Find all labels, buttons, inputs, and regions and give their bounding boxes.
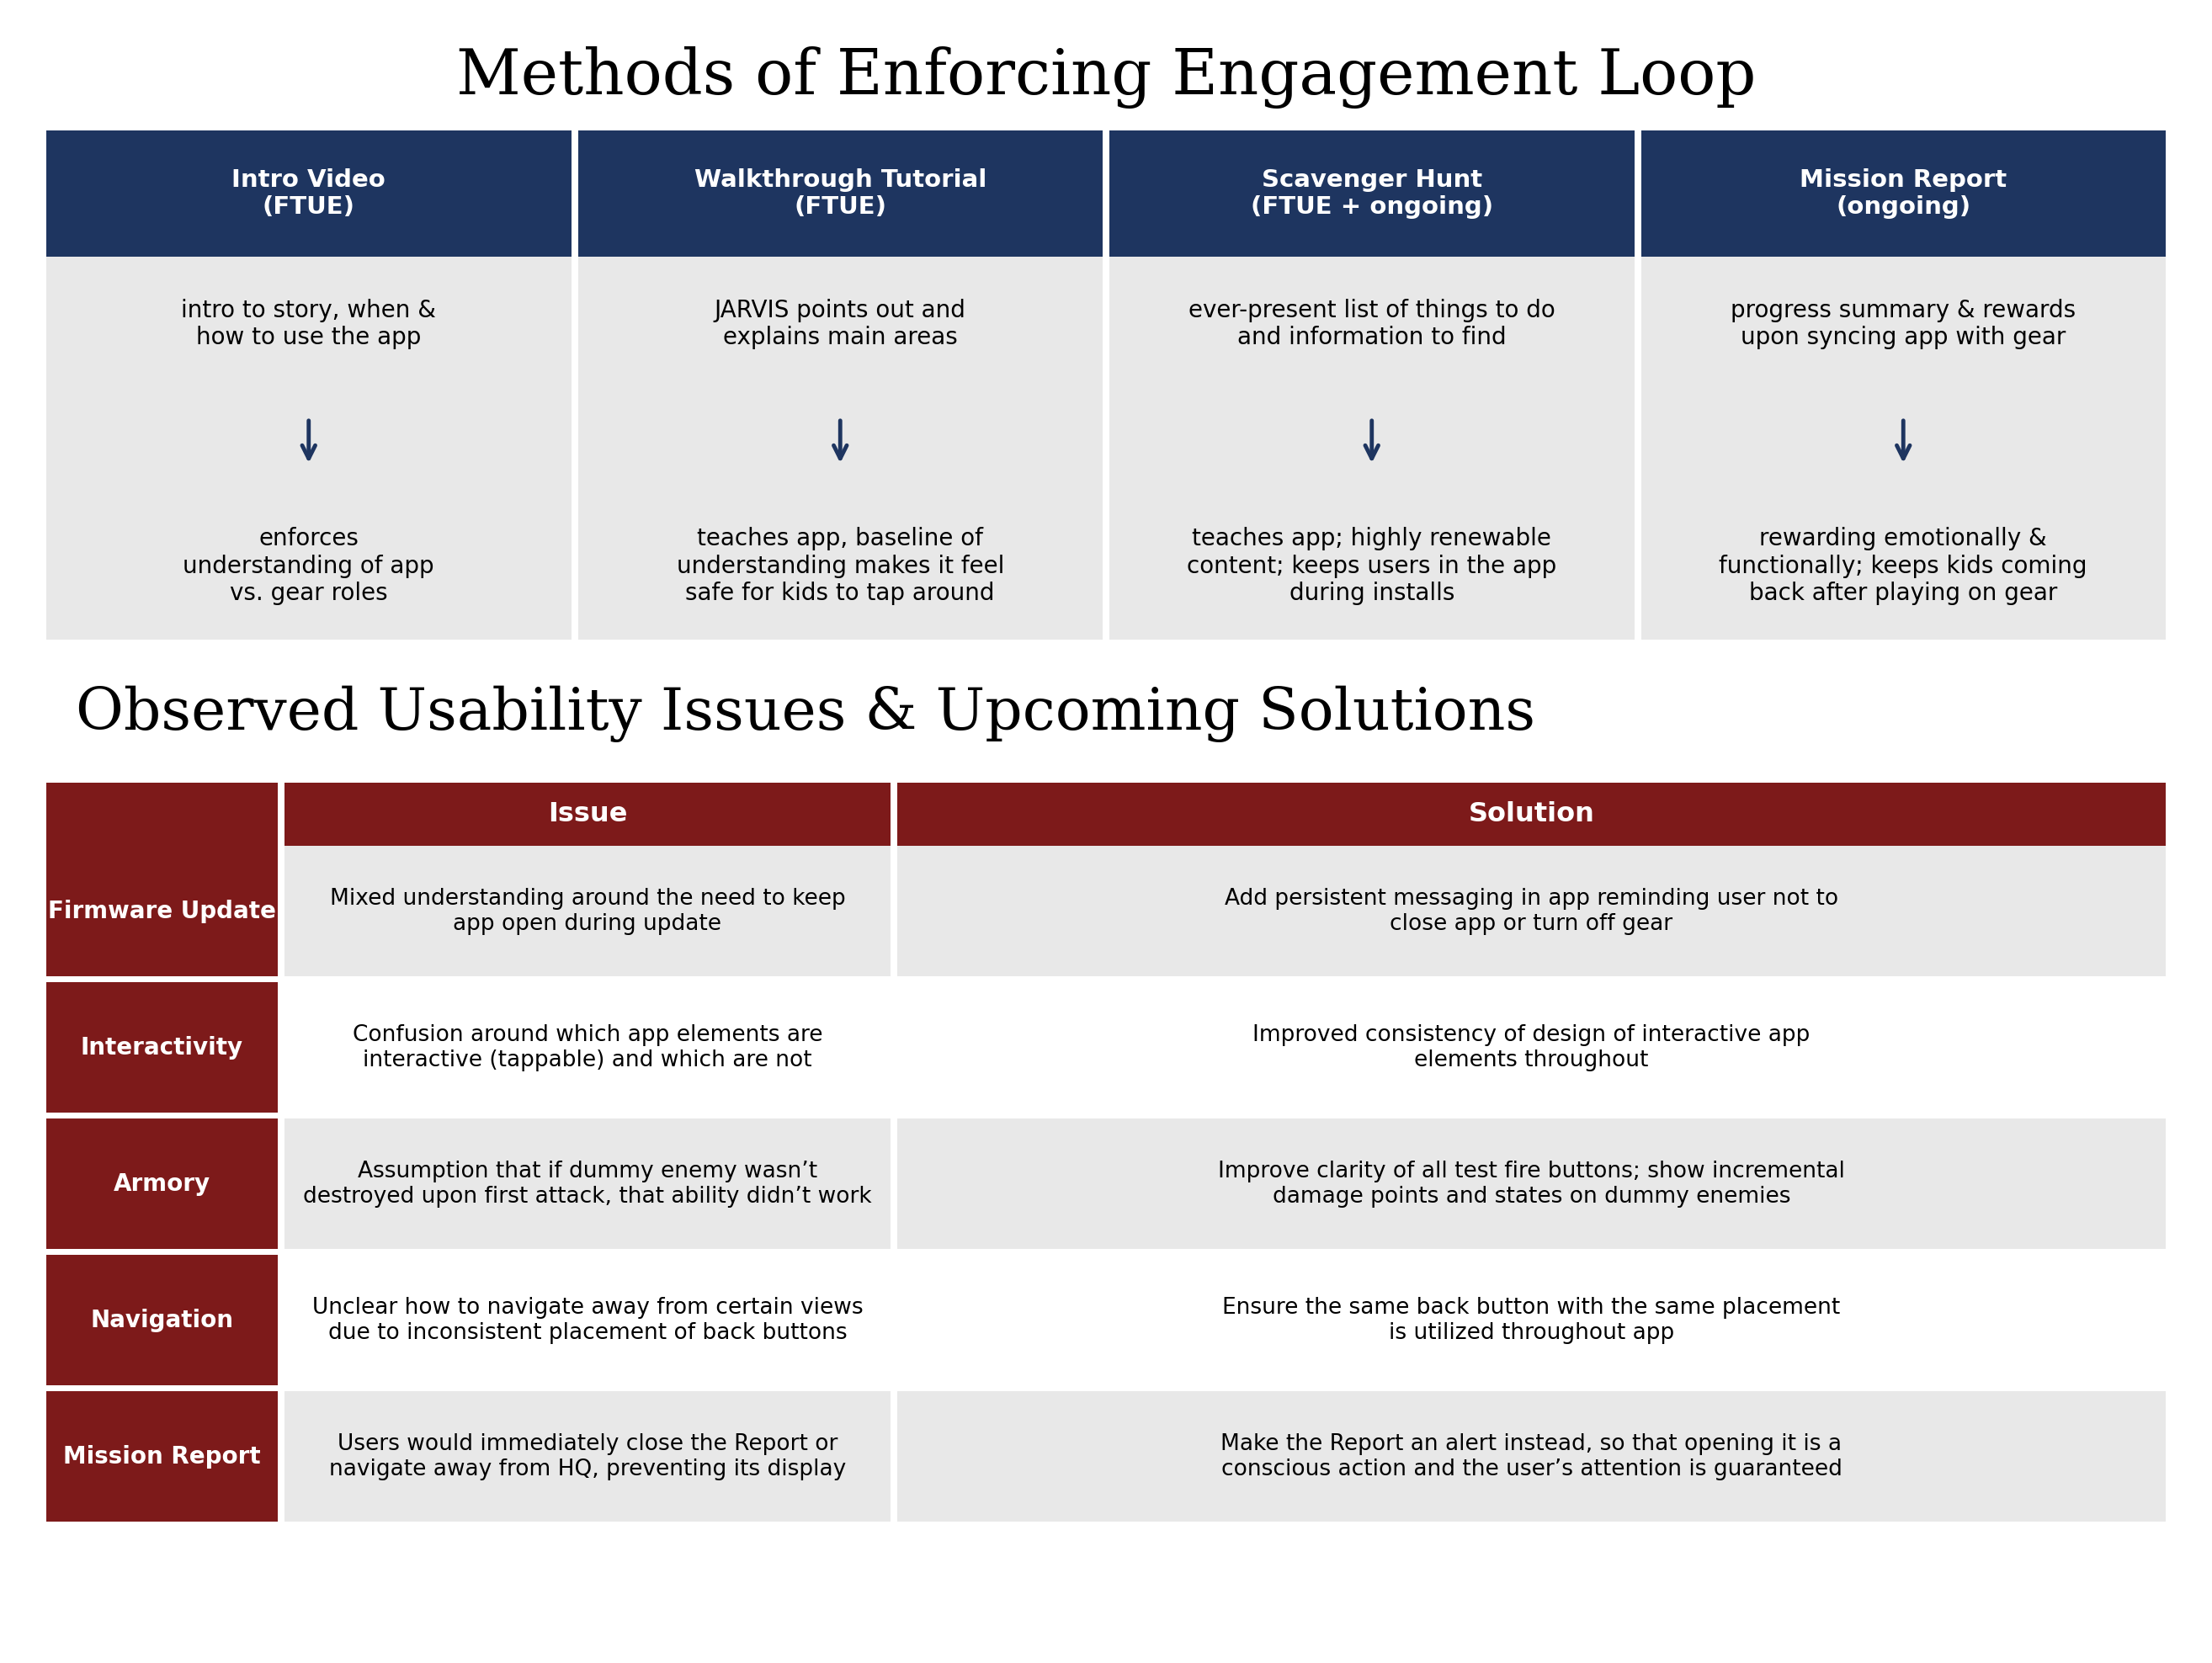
FancyBboxPatch shape: [898, 983, 2166, 1113]
Text: teaches app; highly renewable
content; keeps users in the app
during installs: teaches app; highly renewable content; k…: [1188, 527, 1557, 605]
Text: Improved consistency of design of interactive app
elements throughout: Improved consistency of design of intera…: [1252, 1024, 1809, 1071]
Text: Navigation: Navigation: [91, 1309, 234, 1332]
FancyBboxPatch shape: [898, 846, 2166, 976]
Text: Solution: Solution: [1469, 802, 1595, 827]
Text: Confusion around which app elements are
interactive (tappable) and which are not: Confusion around which app elements are …: [352, 1024, 823, 1071]
Text: Improve clarity of all test fire buttons; show incremental
damage points and sta: Improve clarity of all test fire buttons…: [1219, 1161, 1845, 1207]
FancyBboxPatch shape: [898, 1256, 2166, 1385]
Text: Make the Report an alert instead, so that opening it is a
conscious action and t: Make the Report an alert instead, so tha…: [1221, 1434, 1843, 1480]
Text: Mission Report
(ongoing): Mission Report (ongoing): [1801, 168, 2006, 220]
FancyBboxPatch shape: [46, 1256, 279, 1385]
Text: progress summary & rewards
upon syncing app with gear: progress summary & rewards upon syncing …: [1730, 299, 2075, 349]
FancyBboxPatch shape: [46, 256, 571, 640]
Text: JARVIS points out and
explains main areas: JARVIS points out and explains main area…: [714, 299, 967, 349]
Text: Firmware Update: Firmware Update: [49, 900, 276, 923]
Text: intro to story, when &
how to use the app: intro to story, when & how to use the ap…: [181, 299, 436, 349]
FancyBboxPatch shape: [46, 1392, 279, 1522]
Text: Methods of Enforcing Engagement Loop: Methods of Enforcing Engagement Loop: [456, 47, 1756, 108]
FancyBboxPatch shape: [285, 846, 891, 976]
Text: ever-present list of things to do
and information to find: ever-present list of things to do and in…: [1188, 299, 1555, 349]
Text: Add persistent messaging in app reminding user not to
close app or turn off gear: Add persistent messaging in app remindin…: [1225, 888, 1838, 935]
FancyBboxPatch shape: [285, 1392, 891, 1522]
FancyBboxPatch shape: [898, 783, 2166, 846]
FancyBboxPatch shape: [898, 1119, 2166, 1249]
FancyBboxPatch shape: [1641, 130, 2166, 256]
FancyBboxPatch shape: [46, 130, 571, 256]
FancyBboxPatch shape: [1110, 256, 1635, 640]
Text: Issue: Issue: [549, 802, 628, 827]
Text: Unclear how to navigate away from certain views
due to inconsistent placement of: Unclear how to navigate away from certai…: [312, 1297, 863, 1344]
FancyBboxPatch shape: [285, 1256, 891, 1385]
Text: rewarding emotionally &
functionally; keeps kids coming
back after playing on ge: rewarding emotionally & functionally; ke…: [1719, 527, 2088, 605]
Text: Interactivity: Interactivity: [82, 1036, 243, 1059]
Text: Ensure the same back button with the same placement
is utilized throughout app: Ensure the same back button with the sam…: [1223, 1297, 1840, 1344]
FancyBboxPatch shape: [577, 130, 1102, 256]
FancyBboxPatch shape: [285, 1119, 891, 1249]
Text: Mixed understanding around the need to keep
app open during update: Mixed understanding around the need to k…: [330, 888, 845, 935]
Text: Assumption that if dummy enemy wasn’t
destroyed upon first attack, that ability : Assumption that if dummy enemy wasn’t de…: [303, 1161, 872, 1207]
FancyBboxPatch shape: [1641, 256, 2166, 640]
Text: Mission Report: Mission Report: [64, 1445, 261, 1468]
Text: Armory: Armory: [113, 1172, 210, 1196]
Text: Scavenger Hunt
(FTUE + ongoing): Scavenger Hunt (FTUE + ongoing): [1250, 168, 1493, 220]
Text: Walkthrough Tutorial
(FTUE): Walkthrough Tutorial (FTUE): [695, 168, 987, 220]
Text: Intro Video
(FTUE): Intro Video (FTUE): [232, 168, 385, 220]
FancyBboxPatch shape: [898, 1392, 2166, 1522]
Text: enforces
understanding of app
vs. gear roles: enforces understanding of app vs. gear r…: [184, 527, 434, 605]
FancyBboxPatch shape: [577, 256, 1102, 640]
Text: Users would immediately close the Report or
navigate away from HQ, preventing it: Users would immediately close the Report…: [330, 1434, 845, 1480]
Text: Observed Usability Issues & Upcoming Solutions: Observed Usability Issues & Upcoming Sol…: [75, 685, 1535, 743]
FancyBboxPatch shape: [1110, 130, 1635, 256]
FancyBboxPatch shape: [46, 846, 279, 976]
FancyBboxPatch shape: [285, 983, 891, 1113]
Text: teaches app, baseline of
understanding makes it feel
safe for kids to tap around: teaches app, baseline of understanding m…: [677, 527, 1004, 605]
FancyBboxPatch shape: [46, 983, 279, 1113]
FancyBboxPatch shape: [285, 783, 891, 846]
FancyBboxPatch shape: [46, 1119, 279, 1249]
FancyBboxPatch shape: [46, 783, 279, 846]
